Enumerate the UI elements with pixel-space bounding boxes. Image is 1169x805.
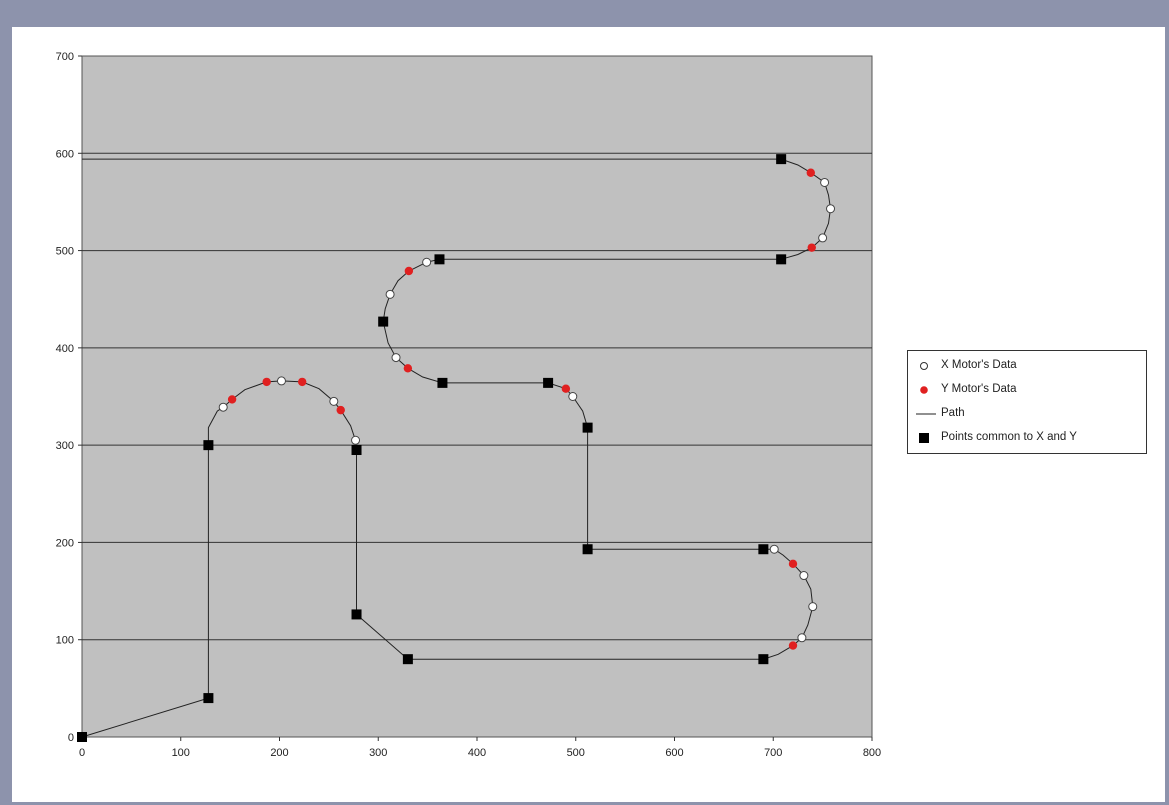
common-point xyxy=(758,544,769,555)
chart-svg: 0 100 200 300 400 500 600 700 0 100 200 300 400 500 60… xyxy=(56,51,882,759)
x-tick-label: 700 xyxy=(764,747,782,759)
y-motor-point xyxy=(807,243,816,252)
x-tick-label: 400 xyxy=(468,747,486,759)
legend-item-y-motor: Y Motor's Data xyxy=(908,381,1146,399)
common-point xyxy=(582,422,593,433)
x-tick-label: 100 xyxy=(172,747,190,759)
x-tick-label: 500 xyxy=(567,747,585,759)
red-dot-icon xyxy=(914,381,934,399)
common-point xyxy=(776,154,787,165)
y-tick-label: 600 xyxy=(56,148,74,160)
legend: X Motor's Data Y Motor's Data Path Point… xyxy=(907,350,1147,454)
common-point xyxy=(776,254,787,265)
black-square-icon xyxy=(914,429,934,447)
legend-item-path: Path xyxy=(908,405,1146,423)
common-point xyxy=(203,693,214,704)
y-tick-label: 500 xyxy=(56,246,74,258)
x-motor-point xyxy=(820,177,830,187)
common-point xyxy=(434,254,445,265)
y-motor-point xyxy=(227,395,237,404)
y-motor-point xyxy=(336,405,345,415)
x-tick-label: 600 xyxy=(665,747,683,759)
x-motor-point xyxy=(218,402,228,412)
legend-label: Path xyxy=(941,407,965,419)
legend-label: Y Motor's Data xyxy=(941,383,1017,395)
common-point xyxy=(351,609,362,620)
x-motor-point xyxy=(329,396,339,406)
x-motor-point xyxy=(422,257,432,267)
x-motor-point xyxy=(799,571,809,581)
x-tick-label: 200 xyxy=(270,747,288,759)
y-motor-point xyxy=(788,559,798,569)
legend-item-common: Points common to X and Y xyxy=(908,429,1146,447)
common-point xyxy=(402,654,413,665)
x-motor-point xyxy=(351,435,361,445)
y-motor-point xyxy=(788,641,798,650)
common-point xyxy=(378,316,389,327)
y-motor-point xyxy=(403,364,413,373)
legend-label: X Motor's Data xyxy=(941,359,1017,371)
common-point xyxy=(543,377,554,388)
legend-label: Points common to X and Y xyxy=(941,431,1077,443)
y-motor-point xyxy=(262,377,271,387)
x-tick-label: 300 xyxy=(369,747,387,759)
open-circle-icon xyxy=(914,357,934,375)
x-motor-point xyxy=(797,633,807,643)
x-motor-point xyxy=(826,204,836,214)
y-tick-label: 0 xyxy=(68,732,74,744)
x-tick-label: 800 xyxy=(863,747,881,759)
x-motor-point xyxy=(276,376,286,386)
x-motor-point xyxy=(385,289,395,299)
common-point xyxy=(437,377,448,388)
y-tick-label: 400 xyxy=(56,343,74,355)
common-point xyxy=(758,654,769,665)
y-motor-point xyxy=(404,266,414,276)
y-motor-point xyxy=(561,384,571,393)
x-tick-label: 0 xyxy=(79,747,85,759)
y-motor-point xyxy=(298,377,307,387)
common-point xyxy=(77,732,87,742)
x-motor-point xyxy=(808,602,818,612)
x-motor-point xyxy=(391,353,401,363)
x-motor-point xyxy=(818,233,828,243)
common-point xyxy=(582,544,593,555)
y-tick-label: 700 xyxy=(56,51,74,63)
legend-item-x-motor: X Motor's Data xyxy=(908,357,1146,375)
y-motor-point xyxy=(806,168,815,177)
common-point xyxy=(203,440,214,451)
x-motor-point xyxy=(568,392,578,401)
y-tick-label: 300 xyxy=(56,440,74,452)
x-motor-point xyxy=(769,544,779,554)
y-tick-label: 100 xyxy=(56,635,74,647)
plot-area xyxy=(81,55,873,738)
y-tick-label: 200 xyxy=(56,537,74,549)
line-icon xyxy=(914,405,936,423)
chart-area: 0 100 200 300 400 500 600 700 0 100 200 300 400 500 60… xyxy=(12,27,1165,802)
common-point xyxy=(351,445,362,456)
